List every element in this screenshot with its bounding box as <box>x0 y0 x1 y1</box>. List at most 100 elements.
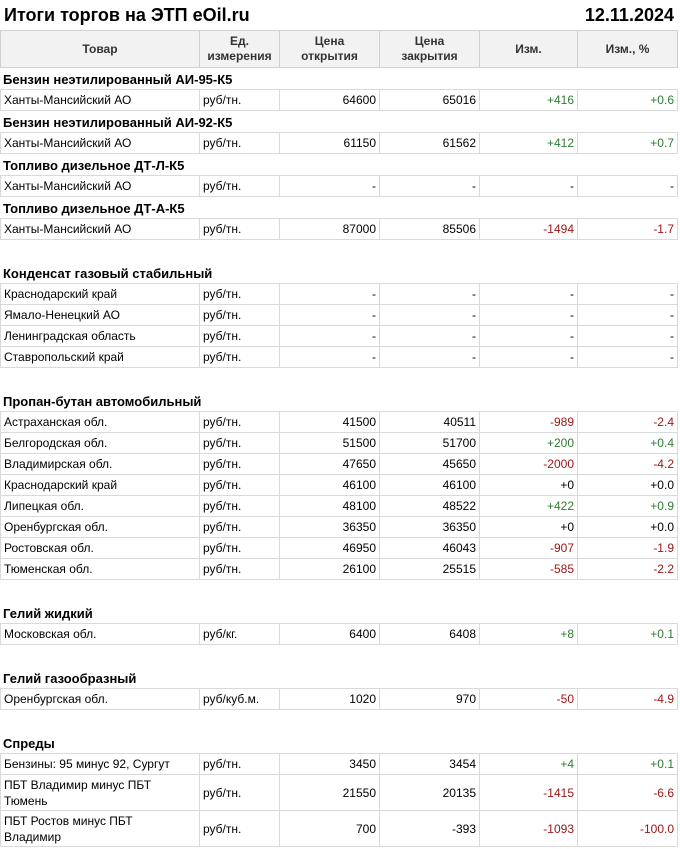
product-name: Ставропольский край <box>0 347 200 368</box>
change: - <box>480 305 578 326</box>
data-row: Ставропольский край руб/тн. - - - - <box>0 347 678 368</box>
change-percent: +0.1 <box>578 754 678 775</box>
data-row: Липецкая обл. руб/тн. 48100 48522 +422 +0.9 <box>0 496 678 517</box>
product-name: Ростовская обл. <box>0 538 200 559</box>
change: -2000 <box>480 454 578 475</box>
close-price: 45650 <box>380 454 480 475</box>
change-percent: - <box>578 176 678 197</box>
section-title: Гелий жидкий <box>0 602 678 624</box>
change-percent: +0.6 <box>578 90 678 111</box>
section-title: Топливо дизельное ДТ-А-К5 <box>0 197 678 219</box>
data-row: Ленинградская область руб/тн. - - - - <box>0 326 678 347</box>
unit: руб/тн. <box>200 517 280 538</box>
spacer <box>0 240 680 262</box>
data-row: Московская обл. руб/кг. 6400 6408 +8 +0.1 <box>0 624 678 645</box>
unit: руб/кг. <box>200 624 280 645</box>
open-price: - <box>280 305 380 326</box>
section-title: Топливо дизельное ДТ-Л-К5 <box>0 154 678 176</box>
open-price: 46100 <box>280 475 380 496</box>
change: -907 <box>480 538 578 559</box>
data-row: Белгородская обл. руб/тн. 51500 51700 +200 +0… <box>0 433 678 454</box>
change-percent: +0.7 <box>578 133 678 154</box>
open-price: - <box>280 284 380 305</box>
title-bar: Итоги торгов на ЭТП eOil.ru 12.11.2024 <box>0 0 680 30</box>
change-percent: - <box>578 347 678 368</box>
close-price: 36350 <box>380 517 480 538</box>
close-price: - <box>380 176 480 197</box>
change: +0 <box>480 517 578 538</box>
product-name: Бензины: 95 минус 92, Сургут <box>0 754 200 775</box>
close-price: 25515 <box>380 559 480 580</box>
close-price: 6408 <box>380 624 480 645</box>
open-price: 700 <box>280 811 380 847</box>
change-percent: +0.0 <box>578 517 678 538</box>
data-row: Тюменская обл. руб/тн. 26100 25515 -585 -2.2 <box>0 559 678 580</box>
unit: руб/тн. <box>200 754 280 775</box>
product-name: Ямало-Ненецкий АО <box>0 305 200 326</box>
change-percent: +0.1 <box>578 624 678 645</box>
open-price: 3450 <box>280 754 380 775</box>
column-header: Цена открытия <box>280 30 380 68</box>
change: +8 <box>480 624 578 645</box>
close-price: 65016 <box>380 90 480 111</box>
change: - <box>480 176 578 197</box>
unit: руб/тн. <box>200 326 280 347</box>
unit: руб/тн. <box>200 811 280 847</box>
unit: руб/тн. <box>200 475 280 496</box>
data-row: Астраханская обл. руб/тн. 41500 40511 -989 -2… <box>0 412 678 433</box>
product-name: Краснодарский край <box>0 284 200 305</box>
change: - <box>480 326 578 347</box>
section-title: Бензин неэтилированный АИ-92-К5 <box>0 111 678 133</box>
open-price: 87000 <box>280 219 380 240</box>
unit: руб/тн. <box>200 305 280 326</box>
change: -50 <box>480 689 578 710</box>
change: +4 <box>480 754 578 775</box>
product-name: Ханты-Мансийский АО <box>0 90 200 111</box>
data-row: Ханты-Мансийский АО руб/тн. 64600 65016 +416… <box>0 90 678 111</box>
close-price: 85506 <box>380 219 480 240</box>
section-title: Пропан-бутан автомобильный <box>0 390 678 412</box>
open-price: - <box>280 347 380 368</box>
unit: руб/тн. <box>200 775 280 811</box>
close-price: 51700 <box>380 433 480 454</box>
product-name: Ханты-Мансийский АО <box>0 219 200 240</box>
change-percent: -2.2 <box>578 559 678 580</box>
section-title: Спреды <box>0 732 678 754</box>
spacer <box>0 580 680 602</box>
change-percent: +0.9 <box>578 496 678 517</box>
change-percent: -100.0 <box>578 811 678 847</box>
change: -1494 <box>480 219 578 240</box>
change-percent: -4.2 <box>578 454 678 475</box>
unit: руб/тн. <box>200 284 280 305</box>
open-price: 41500 <box>280 412 380 433</box>
close-price: - <box>380 305 480 326</box>
product-name: Оренбургская обл. <box>0 689 200 710</box>
close-price: -393 <box>380 811 480 847</box>
data-row: Бензины: 95 минус 92, Сургут руб/тн. 3450 3… <box>0 754 678 775</box>
product-name: Краснодарский край <box>0 475 200 496</box>
open-price: 26100 <box>280 559 380 580</box>
close-price: 46100 <box>380 475 480 496</box>
close-price: 3454 <box>380 754 480 775</box>
change: - <box>480 347 578 368</box>
open-price: - <box>280 326 380 347</box>
data-row: Оренбургская обл. руб/тн. 36350 36350 +0 +0.0 <box>0 517 678 538</box>
data-row: Ямало-Ненецкий АО руб/тн. - - - - <box>0 305 678 326</box>
date: 12.11.2024 <box>584 4 674 25</box>
unit: руб/тн. <box>200 347 280 368</box>
title: Итоги торгов на ЭТП eOil.ru <box>4 4 250 25</box>
data-row: Оренбургская обл. руб/куб.м. 1020 970 -50 -4.… <box>0 689 678 710</box>
product-name: Московская обл. <box>0 624 200 645</box>
unit: руб/тн. <box>200 538 280 559</box>
product-name: Ленинградская область <box>0 326 200 347</box>
change: - <box>480 284 578 305</box>
change: -1415 <box>480 775 578 811</box>
close-price: - <box>380 326 480 347</box>
unit: руб/куб.м. <box>200 689 280 710</box>
unit: руб/тн. <box>200 176 280 197</box>
close-price: 48522 <box>380 496 480 517</box>
unit: руб/тн. <box>200 219 280 240</box>
column-header: Цена закрытия <box>380 30 480 68</box>
change: +416 <box>480 90 578 111</box>
close-price: - <box>380 284 480 305</box>
